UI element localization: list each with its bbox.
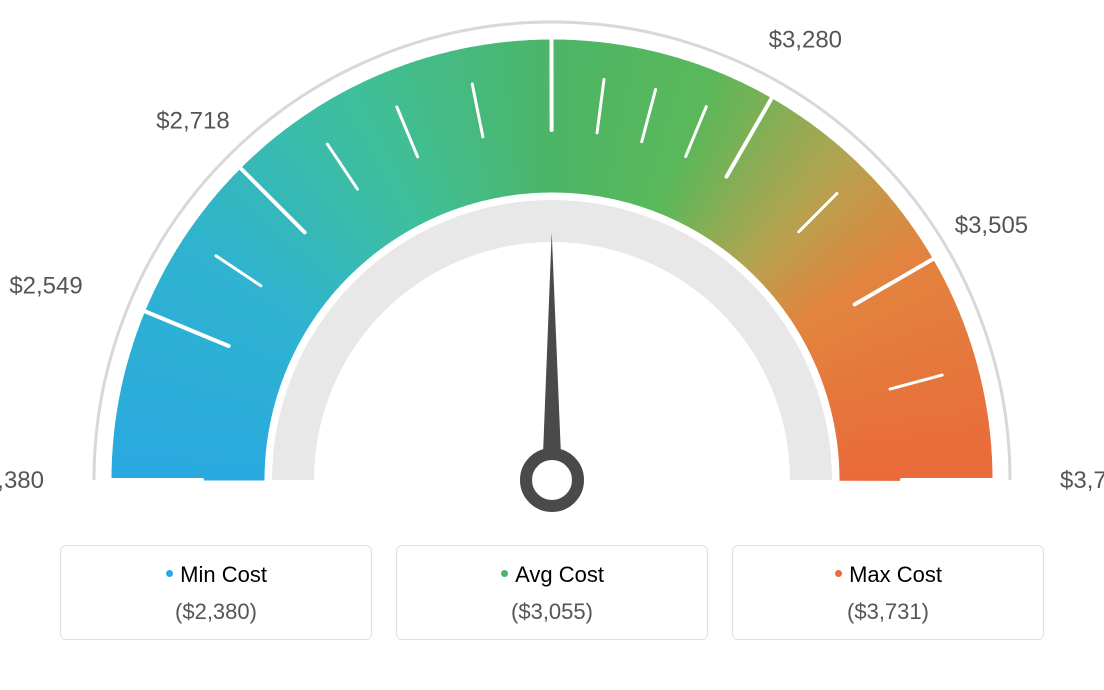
gauge-svg: $2,380$2,549$2,718$3,055$3,280$3,505$3,7… bbox=[0, 0, 1104, 540]
legend-title-text: Max Cost bbox=[849, 562, 942, 588]
gauge-tick-label: $2,718 bbox=[156, 108, 229, 135]
gauge-chart: $2,380$2,549$2,718$3,055$3,280$3,505$3,7… bbox=[0, 0, 1104, 540]
gauge-needle-hub bbox=[526, 454, 578, 506]
legend-value-min: ($2,380) bbox=[61, 599, 371, 625]
legend-value-avg: ($3,055) bbox=[397, 599, 707, 625]
gauge-tick-label: $3,280 bbox=[769, 27, 842, 54]
legend-card-min: • Min Cost ($2,380) bbox=[60, 545, 372, 640]
legend-card-max: • Max Cost ($3,731) bbox=[732, 545, 1044, 640]
gauge-needle bbox=[542, 232, 562, 480]
gauge-tick-label: $3,731 bbox=[1060, 467, 1104, 494]
legend-title-text: Min Cost bbox=[180, 562, 267, 588]
gauge-tick-label: $2,549 bbox=[9, 272, 82, 299]
legend-title-min: • Min Cost bbox=[165, 562, 267, 588]
legend-title-max: • Max Cost bbox=[834, 562, 942, 588]
legend-title-text: Avg Cost bbox=[515, 562, 604, 588]
legend-row: • Min Cost ($2,380) • Avg Cost ($3,055) … bbox=[0, 545, 1104, 640]
legend-card-avg: • Avg Cost ($3,055) bbox=[396, 545, 708, 640]
legend-title-avg: • Avg Cost bbox=[500, 562, 604, 588]
legend-value-max: ($3,731) bbox=[733, 599, 1043, 625]
gauge-tick-label: $2,380 bbox=[0, 467, 44, 494]
gauge-tick-label: $3,505 bbox=[955, 212, 1028, 239]
